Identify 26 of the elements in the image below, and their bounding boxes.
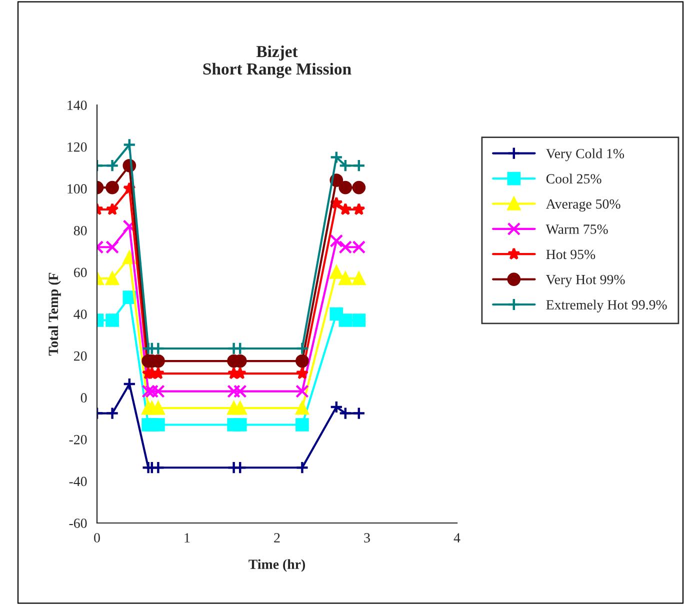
legend-label: Very Cold 1% xyxy=(546,148,624,162)
y-tick-label: 80 xyxy=(74,226,87,236)
y-tick-label: 120 xyxy=(68,142,87,152)
y-tick-label: 0 xyxy=(80,393,87,403)
y-tick-label: -60 xyxy=(69,518,87,528)
y-tick-label: -40 xyxy=(69,476,87,486)
y-tick-label: 140 xyxy=(68,100,87,110)
y-tick-label: 100 xyxy=(68,184,87,194)
y-tick-label: 20 xyxy=(74,351,87,361)
y-axis-title: Total Temp (F xyxy=(48,272,61,356)
legend-label: Extremely Hot 99.9% xyxy=(546,300,667,312)
x-tick-label: 2 xyxy=(274,533,280,542)
legend-label: Warm 75% xyxy=(546,224,608,234)
x-tick-label: 1 xyxy=(184,533,190,542)
legend-label: Cool 25% xyxy=(546,174,602,184)
x-tick-label: 3 xyxy=(364,533,370,542)
y-tick-label: -20 xyxy=(69,434,87,444)
chart-title: Bizjet Short Range Mission xyxy=(203,45,352,78)
x-axis-title: Time (hr) xyxy=(248,559,305,572)
legend-label: Hot 95% xyxy=(546,250,596,260)
x-tick-label: 4 xyxy=(454,533,460,542)
y-tick-label: 60 xyxy=(74,268,87,278)
legend-label: Very Hot 99% xyxy=(546,274,625,288)
x-tick-label: 0 xyxy=(94,533,100,542)
y-tick-label: 40 xyxy=(74,310,87,319)
legend-label: Average 50% xyxy=(546,199,620,212)
